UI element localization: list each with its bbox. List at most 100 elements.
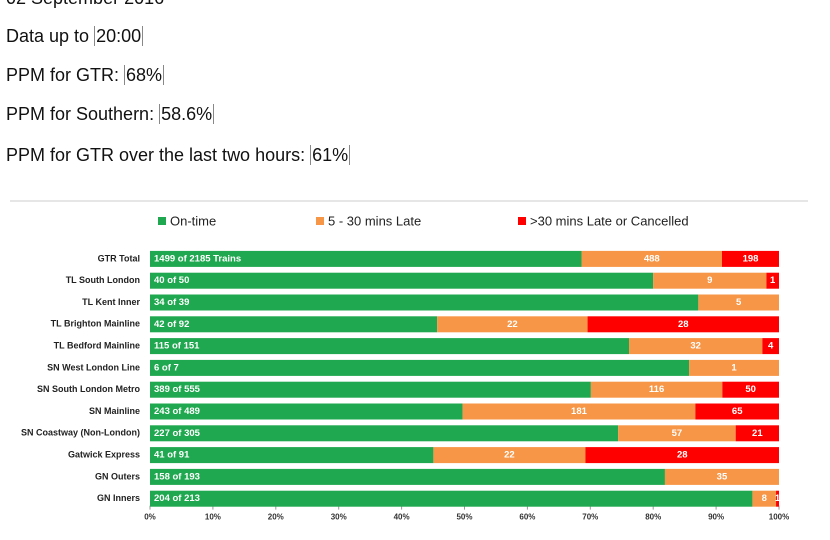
line-label: PPM for GTR: — [6, 65, 120, 85]
bar-segment — [695, 403, 779, 420]
data-label: 35 — [717, 471, 728, 482]
category-label: GN Inners — [97, 493, 140, 503]
data-label: 22 — [504, 450, 515, 461]
data-label: 5 — [736, 297, 742, 308]
data-label: 1 — [775, 493, 781, 504]
chart: On-time 5 - 30 mins Late >30 mins Late or … — [10, 200, 808, 522]
x-tick-label: 10% — [205, 513, 221, 522]
line-value: 58.6% — [159, 104, 215, 124]
header-line: PPM for Southern: 58.6% — [6, 104, 215, 125]
bar-segment — [698, 294, 779, 311]
bar-segment — [150, 250, 582, 267]
data-label: 65 — [732, 406, 743, 417]
bar-segment — [590, 381, 723, 398]
data-label: 28 — [678, 319, 689, 330]
header-line: Data up to 20:00 — [6, 26, 144, 47]
category-label: Gatwick Express — [68, 449, 140, 459]
category-label: SN West London Line — [47, 362, 140, 372]
category-label: GN Outers — [95, 471, 140, 481]
bar-segment — [664, 468, 779, 485]
bar-segment — [150, 294, 699, 311]
bar-segment — [762, 338, 779, 355]
data-label: 28 — [677, 450, 688, 461]
x-tick-label: 100% — [769, 513, 789, 522]
x-tick-label: 70% — [582, 513, 598, 522]
legend-swatch — [158, 217, 166, 225]
data-label: 57 — [672, 428, 683, 439]
bar-segment — [150, 381, 591, 398]
x-tick-label: 20% — [268, 513, 284, 522]
data-label: 181 — [571, 406, 588, 417]
bar-segment — [629, 338, 763, 355]
data-label: 389 of 555 — [154, 384, 201, 395]
data-label: 40 of 50 — [154, 275, 189, 286]
x-tick-label: 50% — [456, 513, 472, 522]
data-label: 227 of 305 — [154, 428, 201, 439]
bar-segment — [752, 490, 777, 507]
data-label: 32 — [690, 341, 701, 352]
category-label: SN Coastway (Non-London) — [21, 428, 140, 438]
legend-label: On-time — [170, 213, 216, 228]
bar-segment — [735, 425, 779, 442]
data-label: 116 — [649, 384, 664, 395]
bar-segment — [150, 316, 438, 333]
bar-segment — [150, 359, 690, 376]
bar-segment — [585, 447, 779, 464]
legend-label: 5 - 30 mins Late — [328, 213, 421, 228]
x-tick-label: 40% — [394, 513, 410, 522]
bar-segment — [581, 250, 723, 267]
data-label: 6 of 7 — [154, 362, 179, 373]
legend-swatch — [518, 217, 526, 225]
bar-segment — [689, 359, 779, 376]
data-label: 21 — [752, 428, 763, 439]
data-label: 243 of 489 — [154, 406, 200, 417]
x-tick-label: 90% — [708, 513, 724, 522]
bar-segment — [437, 316, 588, 333]
bar-segment — [722, 250, 779, 267]
line-label: Data up to — [6, 26, 90, 46]
data-label: 204 of 213 — [154, 493, 200, 504]
legend-label: >30 mins Late or Cancelled — [530, 213, 689, 228]
data-label: 115 of 151 — [154, 341, 200, 352]
bar-segment — [587, 316, 779, 333]
data-label: 198 — [743, 253, 759, 264]
bar-segment — [150, 425, 619, 442]
data-label: 1499 of 2185 Trains — [154, 253, 241, 264]
category-label: SN South London Metro — [37, 384, 140, 394]
data-label: 9 — [707, 275, 712, 286]
bar-segment — [618, 425, 736, 442]
category-label: TL Bedford Mainline — [54, 340, 140, 350]
date: 02 September 2016 — [6, 0, 164, 9]
bar-segment — [722, 381, 779, 398]
bar-segment — [776, 490, 779, 507]
bar-segment — [433, 447, 586, 464]
bar-segment — [462, 403, 696, 420]
header-line: PPM for GTR over the last two hours: 61% — [6, 145, 351, 166]
data-label: 41 of 91 — [154, 450, 190, 461]
data-label: 50 — [745, 384, 756, 395]
x-tick-label: 0% — [144, 513, 156, 522]
data-label: 34 of 39 — [154, 297, 189, 308]
category-label: TL Kent Inner — [82, 297, 140, 307]
bar-segment — [150, 447, 434, 464]
bar-segment — [653, 272, 767, 289]
x-tick-label: 30% — [331, 513, 347, 522]
data-label: 4 — [768, 341, 774, 352]
bar-segment — [150, 403, 463, 420]
bar-segment — [150, 272, 654, 289]
line-label: PPM for GTR over the last two hours: — [6, 145, 306, 165]
line-value: 68% — [124, 65, 165, 85]
category-label: GTR Total — [98, 253, 140, 263]
data-label: 42 of 92 — [154, 319, 189, 330]
line-value: 61% — [310, 145, 351, 165]
category-label: TL South London — [66, 275, 140, 285]
category-label: SN Mainline — [89, 406, 140, 416]
data-label: 1 — [770, 275, 776, 286]
data-label: 1 — [731, 362, 737, 373]
bar-segment — [150, 338, 630, 355]
line-label: PPM for Southern: — [6, 104, 155, 124]
bar-segment — [766, 272, 779, 289]
data-label: 488 — [644, 253, 660, 264]
line-value: 20:00 — [94, 26, 144, 46]
